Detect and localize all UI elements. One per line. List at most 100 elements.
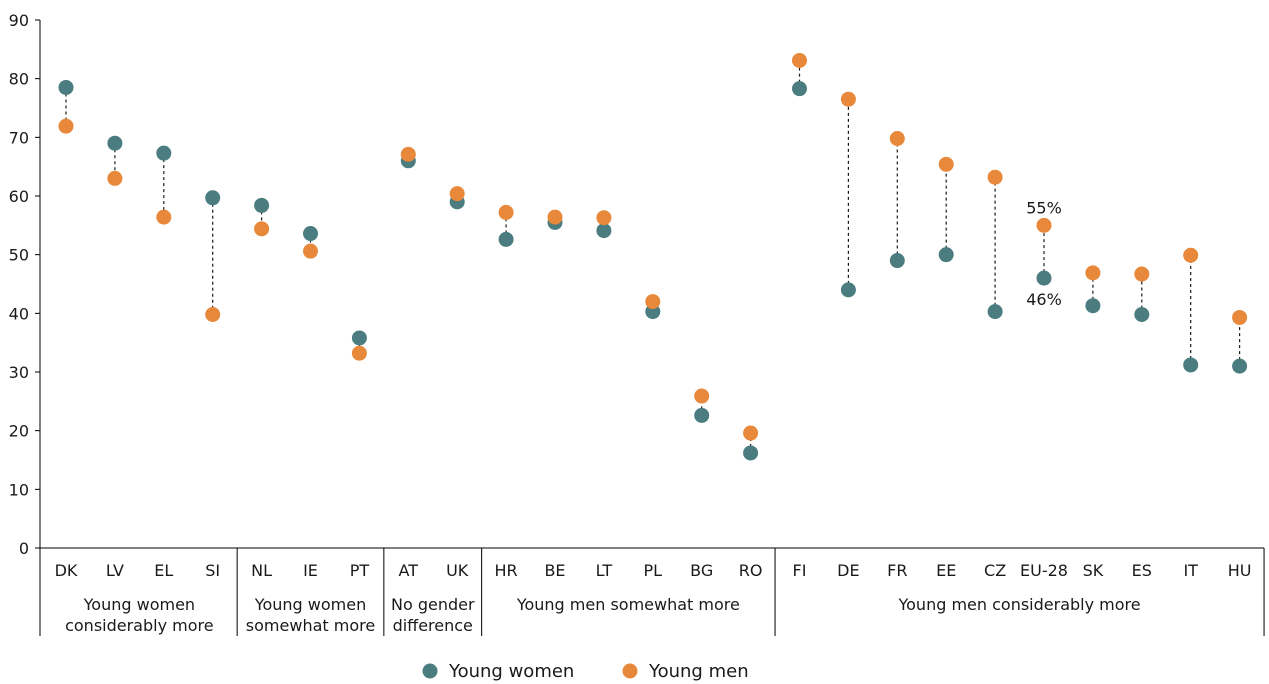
data-point: [547, 209, 563, 225]
x-tick-label: RO: [739, 561, 763, 580]
x-tick-label: DE: [837, 561, 859, 580]
x-tick-label: AT: [399, 561, 419, 580]
group-label: Young women: [83, 595, 195, 614]
data-point: [1134, 307, 1150, 323]
data-point: [107, 170, 123, 186]
data-point: [938, 156, 954, 172]
data-point: [254, 197, 270, 213]
x-tick-label: PT: [350, 561, 370, 580]
group-label: considerably more: [65, 616, 214, 635]
data-point: [1036, 217, 1052, 233]
x-tick-label: HR: [495, 561, 518, 580]
data-point: [156, 145, 172, 161]
data-point: [351, 330, 367, 346]
x-tick-label: BG: [690, 561, 713, 580]
x-tick-label: ES: [1132, 561, 1152, 580]
points: [58, 52, 1248, 461]
legend-label: Young women: [448, 661, 574, 682]
y-tick-label: 80: [9, 70, 29, 89]
x-tick-label: LV: [106, 561, 124, 580]
group-label: difference: [393, 616, 473, 635]
group-label: Young women: [254, 595, 366, 614]
x-tick-label: EL: [154, 561, 173, 580]
x-tick-label: IT: [1183, 561, 1198, 580]
x-tick-label: UK: [446, 561, 469, 580]
data-point: [58, 79, 74, 95]
y-tick-label: 60: [9, 187, 29, 206]
data-point: [205, 190, 221, 206]
data-point: [987, 169, 1003, 185]
data-point: [303, 226, 318, 242]
data-point: [792, 81, 807, 97]
data-point: [987, 304, 1003, 320]
axes: 0 10 20 30 40 50 60 70 80 90: [9, 11, 1265, 636]
data-point: [694, 407, 710, 423]
data-point: [205, 307, 221, 323]
data-point: [1232, 358, 1248, 374]
data-point: [1134, 266, 1150, 282]
y-tick-label: 70: [9, 128, 29, 147]
data-label: 46%: [1026, 290, 1062, 309]
data-point: [58, 118, 74, 134]
x-tick-label: FI: [793, 561, 807, 580]
data-point: [1085, 298, 1101, 314]
legend-marker: [622, 663, 638, 679]
data-point: [400, 146, 416, 162]
x-tick-label: PL: [644, 561, 663, 580]
y-tick-label: 30: [9, 363, 29, 382]
data-label: 55%: [1026, 198, 1062, 217]
x-tick-label: DK: [55, 561, 78, 580]
x-tick-label: BE: [544, 561, 565, 580]
data-point: [792, 52, 807, 68]
x-tick-label: NL: [251, 561, 272, 580]
x-tick-label: HU: [1228, 561, 1252, 580]
x-tick-label: LT: [596, 561, 613, 580]
data-point: [889, 131, 905, 147]
data-point: [1232, 309, 1248, 325]
y-tick-label: 90: [9, 11, 29, 30]
group-label: Young men somewhat more: [516, 595, 740, 614]
data-point: [645, 294, 661, 310]
data-point: [1036, 270, 1052, 286]
data-point: [449, 186, 465, 202]
y-tick-label: 40: [9, 304, 29, 323]
legend-marker: [422, 663, 438, 679]
data-point: [351, 345, 367, 361]
data-point: [254, 221, 270, 237]
x-tick-label: SK: [1083, 561, 1104, 580]
x-tick-label: CZ: [984, 561, 1006, 580]
data-point: [596, 223, 612, 239]
data-point: [1183, 357, 1199, 373]
y-tick-label: 0: [19, 539, 29, 558]
data-point: [596, 210, 612, 226]
labels: Young women considerably more Young women s…: [55, 198, 1252, 635]
group-label: No gender: [391, 595, 475, 614]
x-tick-label: FR: [887, 561, 907, 580]
group-label: Young men considerably more: [897, 595, 1140, 614]
y-tick-label: 50: [9, 246, 29, 265]
legend-label: Young men: [648, 661, 749, 682]
data-point: [498, 204, 514, 220]
data-point: [840, 91, 856, 107]
data-point: [498, 231, 514, 247]
y-tick-label: 10: [9, 480, 29, 499]
data-point: [743, 425, 759, 441]
y-tick-label: 20: [9, 422, 29, 441]
data-point: [694, 388, 710, 404]
data-point: [743, 445, 759, 461]
connectors: [65, 60, 1241, 453]
data-point: [156, 209, 172, 225]
legend: Young women Young men: [422, 661, 749, 682]
data-point: [107, 135, 123, 151]
x-tick-label: EU-28: [1020, 561, 1068, 580]
data-point: [1085, 265, 1101, 281]
data-point: [840, 282, 856, 298]
group-label: somewhat more: [246, 616, 375, 635]
x-tick-label: SI: [205, 561, 220, 580]
x-tick-label: IE: [303, 561, 318, 580]
data-point: [303, 243, 318, 259]
data-point: [889, 253, 905, 269]
data-point: [1183, 247, 1199, 263]
data-point: [938, 247, 954, 263]
